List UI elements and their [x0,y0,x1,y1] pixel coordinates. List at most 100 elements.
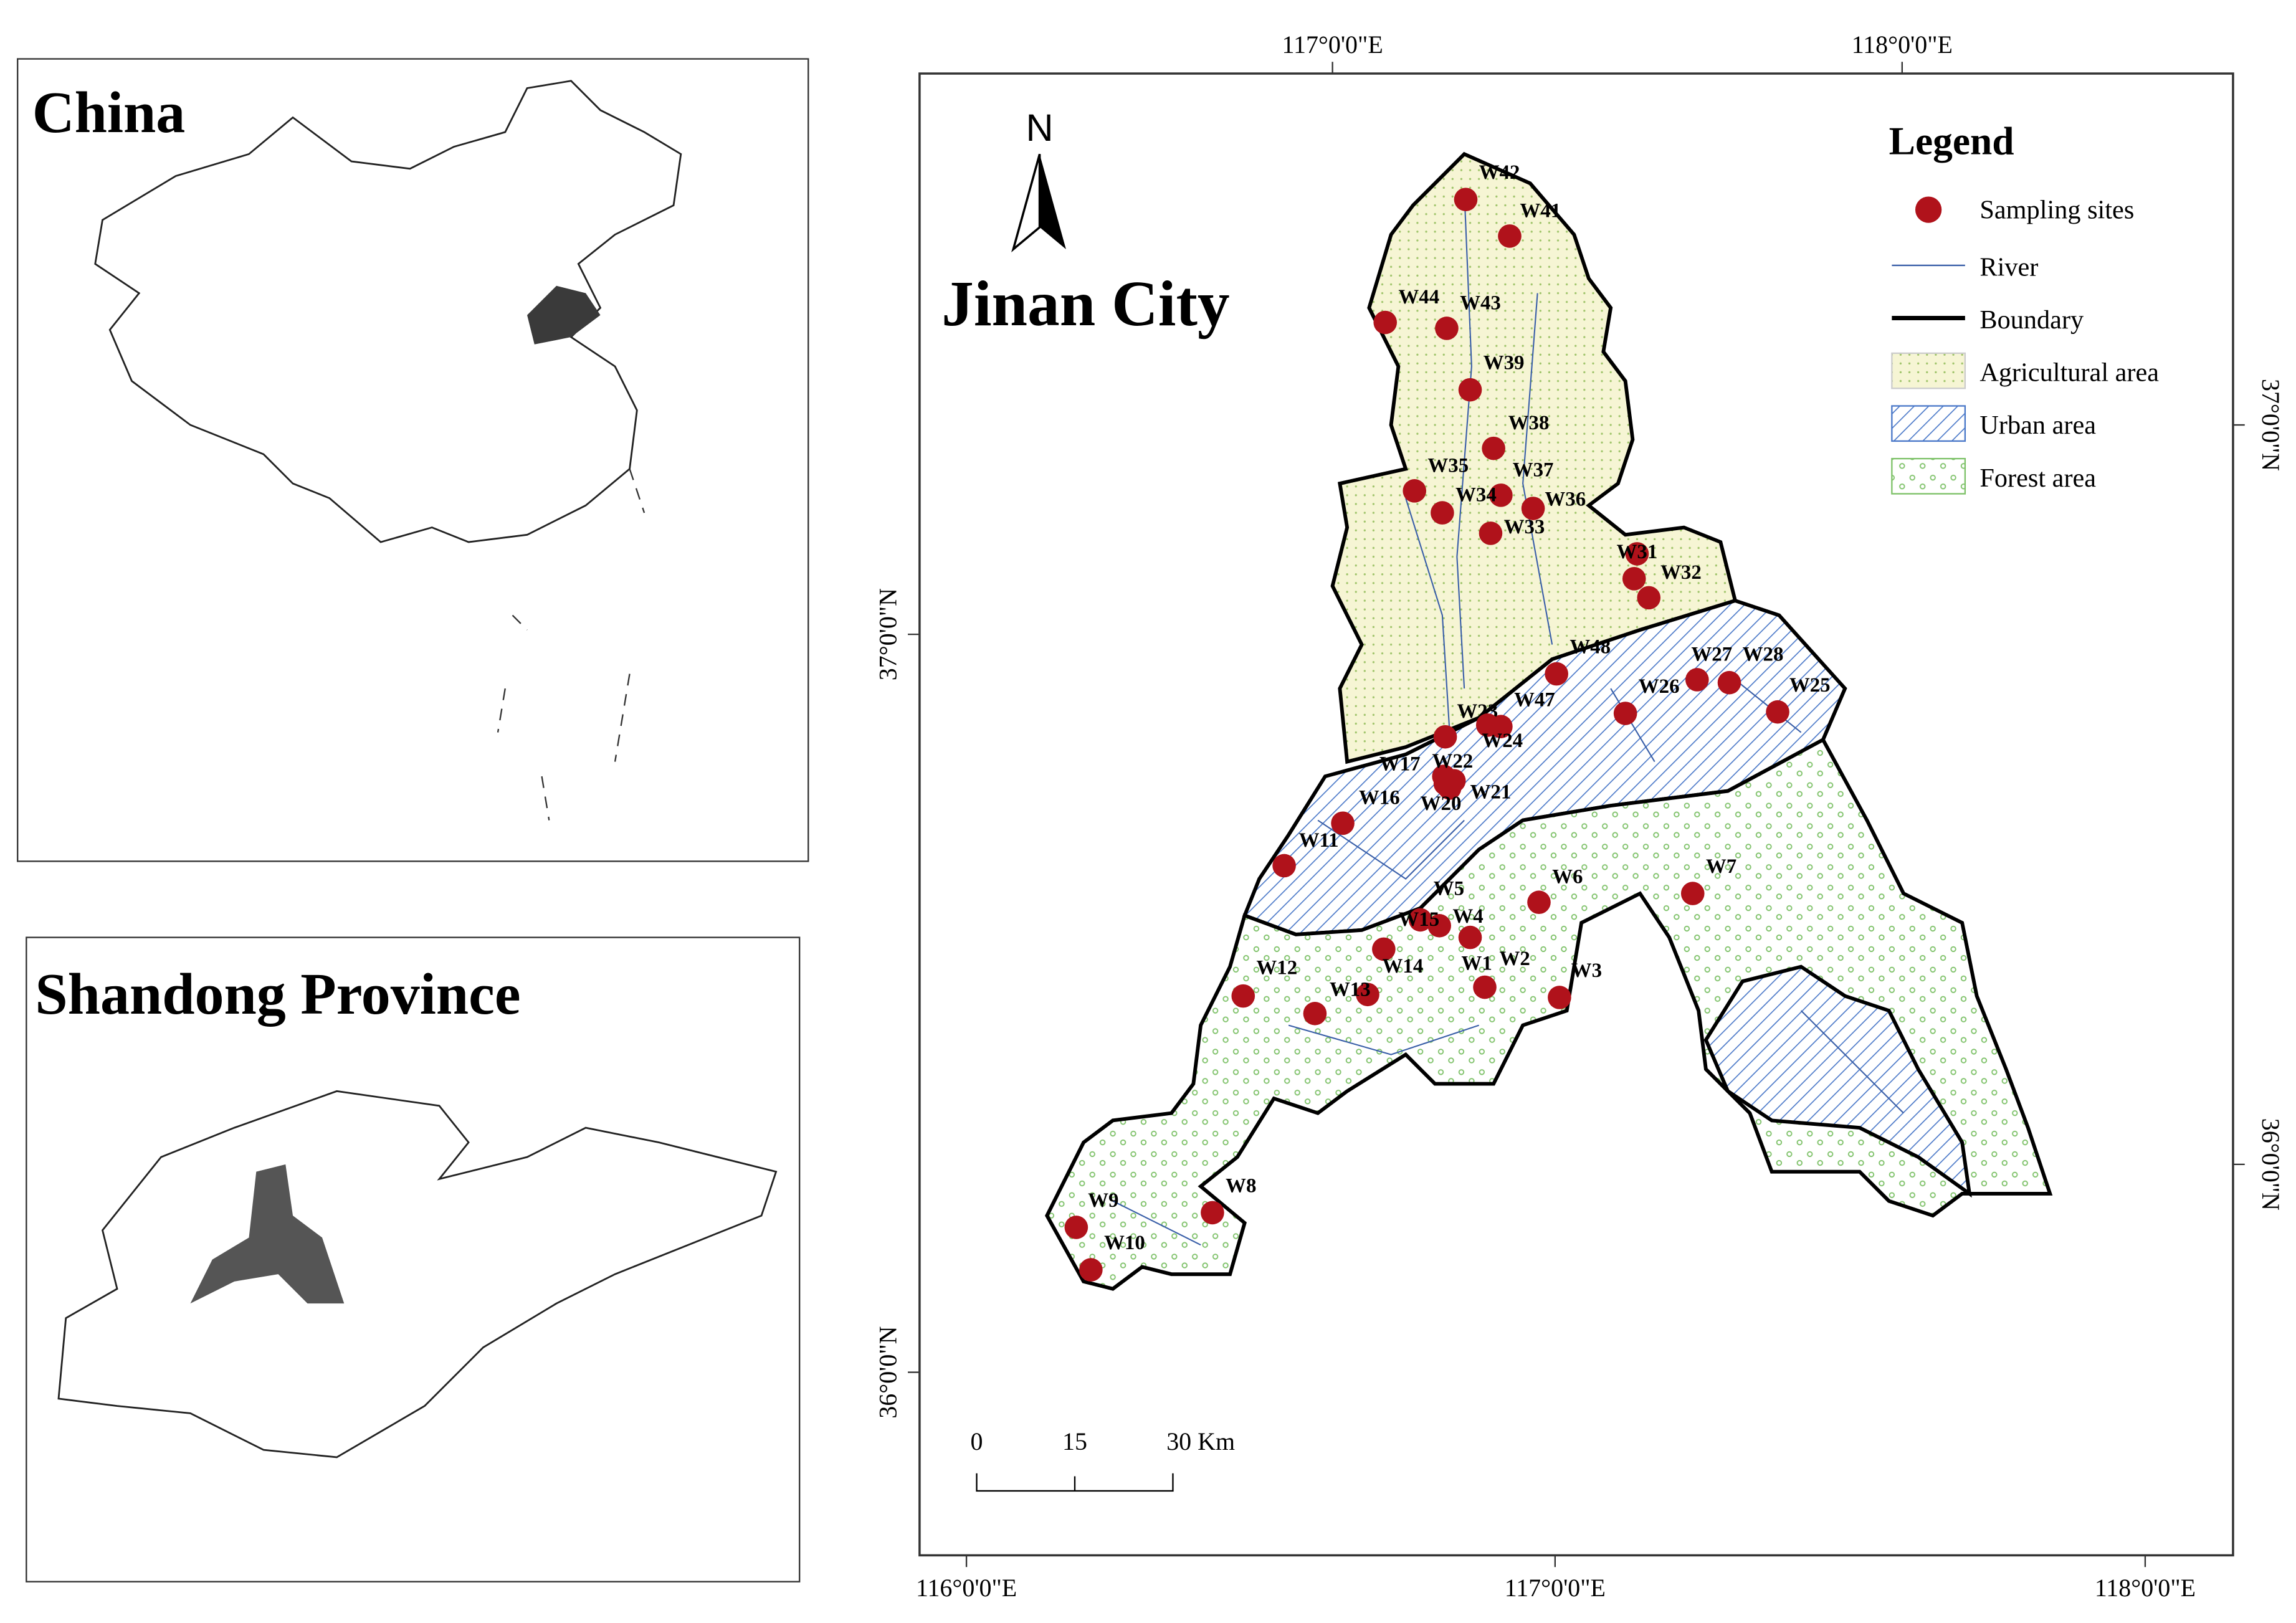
panel-frame [26,936,801,1583]
shandong-highlight [527,285,601,345]
sampling-site [1303,1002,1327,1026]
sampling-site [1489,483,1513,507]
site-label: W14 [1383,955,1424,978]
site-label: W38 [1508,412,1550,434]
sampling-site [1622,567,1646,591]
site-label: W35 [1427,454,1469,477]
site-label: W33 [1504,516,1545,538]
site-label: W48 [1570,636,1611,659]
legend: Legend [1889,118,2014,495]
axis-label: 118°0'0"E [1852,31,1953,59]
sampling-site [1064,1216,1088,1239]
sampling-site [1373,310,1398,335]
site-label: W11 [1299,829,1339,852]
map-title: Jinan City [941,269,1229,340]
axis-label: 117°0'0"E [1505,1574,1606,1602]
legend-label: Boundary [1979,305,2084,335]
sampling-site [1545,662,1568,686]
site-label: W3 [1571,959,1602,982]
sampling-site [1458,378,1482,402]
site-label: W12 [1256,956,1297,979]
jinan-highlight [190,1164,345,1304]
sampling-site [1680,882,1705,905]
axis-label: 118°0'0"E [2095,1574,2196,1602]
site-label: W41 [1520,199,1561,222]
legend-symbol [1891,405,1966,442]
sampling-site [1637,586,1661,610]
site-label: W5 [1434,877,1464,900]
sampling-site [1475,713,1500,737]
shandong-outline [57,1090,778,1459]
sampling-site [1231,984,1255,1008]
sampling-site [1433,772,1457,796]
sampling-site [1454,188,1478,211]
sampling-site [1201,1201,1224,1225]
scale-bar [976,1473,1174,1492]
north-arrow [1011,153,1041,253]
axis-label: 116°0'0"E [916,1574,1017,1602]
site-label: W7 [1706,855,1736,878]
legend-label: River [1979,252,2038,282]
legend-symbol [1891,352,1966,389]
sampling-site [1482,436,1505,460]
site-label: W32 [1660,561,1702,584]
sampling-site [1079,1258,1103,1282]
site-label: W2 [1500,948,1530,970]
sampling-site [1427,914,1451,938]
scale-label: 15 [1062,1427,1087,1455]
axis-label: 37°0'0"N [2257,379,2285,471]
legend-label: Forest area [1979,464,2096,493]
site-label: W34 [1455,483,1497,506]
sampling-site [1431,501,1454,525]
site-label: W26 [1639,675,1680,698]
legend-label: Agricultural area [1979,358,2159,388]
sampling-site [1625,542,1649,566]
map-frame [918,72,2234,1557]
sampling-site [1435,317,1459,340]
scale-label: 30 Km [1166,1427,1235,1455]
sampling-site [1272,854,1296,878]
sampling-site [1498,224,1522,248]
sampling-site [1766,700,1789,724]
sampling-site [1372,937,1396,961]
legend-label: Urban area [1979,411,2096,440]
site-label: W22 [1432,750,1473,773]
sampling-site [1331,811,1355,835]
sampling-site [1403,479,1427,503]
site-label: W8 [1226,1175,1256,1197]
sampling-site [1521,497,1545,520]
axis-label: 36°0'0"N [874,1326,902,1419]
sampling-site [1408,908,1432,932]
site-label: W16 [1359,787,1400,809]
site-label: W9 [1088,1189,1118,1212]
legend-symbol [1891,457,1966,495]
site-label: W1 [1461,952,1492,974]
site-label: W37 [1513,459,1554,481]
site-label: W24 [1482,730,1523,752]
site-label: W36 [1545,488,1586,510]
site-label: W31 [1617,541,1658,563]
panel-title: China [32,80,186,145]
legend-label: Sampling sites [1979,196,2134,225]
panel-title: Shandong Province [35,962,520,1027]
legend-symbol [1915,196,1942,223]
sampling-site [1458,925,1482,950]
site-label: W44 [1398,286,1439,308]
site-label: W20 [1421,792,1462,815]
sea-boundary [497,469,645,821]
river [1112,191,1904,1246]
north-label: N [1026,107,1054,149]
panel-frame [17,58,809,862]
sampling-site [1613,702,1637,725]
urban-area [1703,964,1972,1198]
sampling-site [1527,890,1551,915]
site-label: W47 [1514,688,1555,711]
site-label: W6 [1552,866,1583,888]
forest-area [1045,737,2053,1291]
sampling-site [1473,975,1497,999]
site-label: W27 [1691,643,1732,665]
site-label: W25 [1789,674,1831,697]
site-label: W39 [1484,352,1525,374]
sampling-site [1433,725,1457,749]
